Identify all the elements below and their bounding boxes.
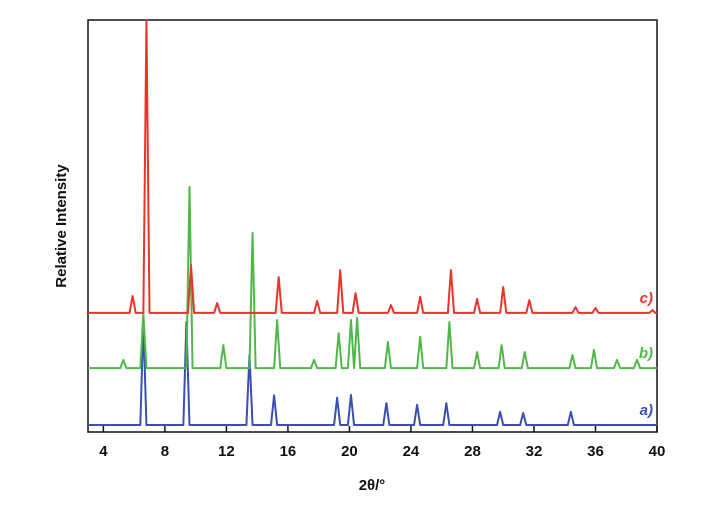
series-line xyxy=(88,321,657,426)
x-axis-label: 2θ/° xyxy=(359,477,386,494)
x-tick-label: 8 xyxy=(161,443,169,460)
y-axis-label: Relative Intensity xyxy=(53,164,70,288)
x-tick-label: 4 xyxy=(99,443,108,460)
series-line xyxy=(88,185,657,370)
x-tick-label: 20 xyxy=(341,443,358,460)
x-tick-label: 28 xyxy=(464,443,481,460)
x-tick-label: 40 xyxy=(649,443,666,460)
x-tick-label: 32 xyxy=(526,443,543,460)
series-line xyxy=(88,19,657,314)
plot-frame xyxy=(87,19,658,433)
series-label: c) xyxy=(640,290,653,307)
x-tick-label: 24 xyxy=(403,443,420,460)
x-tick-label: 36 xyxy=(587,443,604,460)
series-label: b) xyxy=(639,345,653,362)
x-tick-label: 16 xyxy=(280,443,297,460)
x-tick-label: 12 xyxy=(218,443,235,460)
series-label: a) xyxy=(640,402,653,419)
